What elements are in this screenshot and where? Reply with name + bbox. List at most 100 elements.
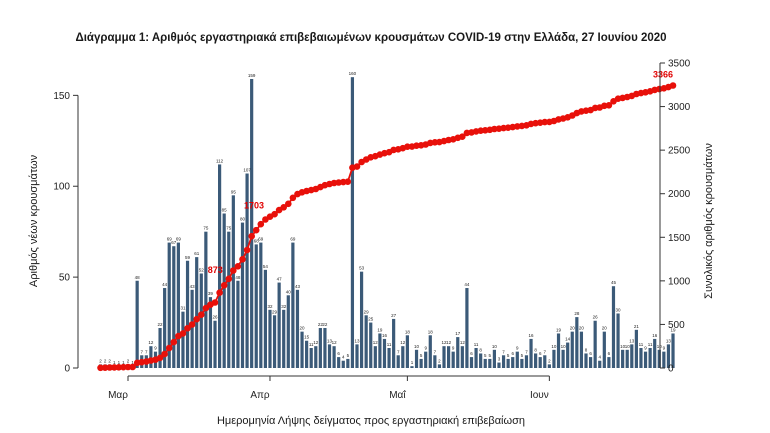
bar xyxy=(442,346,446,368)
bar xyxy=(318,328,322,368)
bar-value-label: 7 xyxy=(544,349,547,354)
bar xyxy=(369,322,373,368)
cumulative-point xyxy=(211,299,219,306)
cumulative-point xyxy=(129,363,136,371)
bar xyxy=(479,353,483,368)
bar-value-label: 9 xyxy=(516,346,519,351)
bar xyxy=(561,349,565,368)
bar xyxy=(437,364,442,368)
bar xyxy=(327,344,332,368)
cumulative-annotation: 1703 xyxy=(244,201,264,211)
bar-value-label: 16 xyxy=(652,333,658,338)
bar xyxy=(208,297,213,368)
bar-value-label: 13 xyxy=(327,338,333,343)
bar xyxy=(378,333,382,368)
x-tick-label: Μαΐ xyxy=(389,389,406,401)
bar-value-label: 53 xyxy=(359,266,365,271)
bar xyxy=(291,242,295,368)
bar xyxy=(575,317,579,368)
bar-value-label: 159 xyxy=(248,73,256,78)
bar-value-label: 11 xyxy=(474,342,479,347)
bar-value-label: 3 xyxy=(498,357,501,362)
bar-value-label: 10 xyxy=(551,344,557,349)
bar xyxy=(392,318,396,368)
bar-value-label: 7 xyxy=(140,349,143,354)
bar xyxy=(497,362,501,368)
cumulative-point xyxy=(252,226,260,234)
bar-value-label: 20 xyxy=(602,326,608,331)
bar xyxy=(373,346,377,368)
bar xyxy=(501,355,506,368)
cumulative-point xyxy=(459,133,466,140)
bar-value-label: 6 xyxy=(470,351,473,356)
cumulative-point xyxy=(243,246,251,254)
bar-value-label: 45 xyxy=(611,280,617,285)
bar xyxy=(185,260,190,368)
bar-value-label: 5 xyxy=(484,353,487,358)
bar-value-label: 11 xyxy=(648,342,653,347)
bar xyxy=(552,349,556,368)
bar xyxy=(268,309,272,368)
bar xyxy=(657,349,661,368)
bar xyxy=(428,335,432,368)
bar xyxy=(419,358,423,368)
cumulative-point xyxy=(280,204,288,211)
bar-value-label: 6 xyxy=(511,351,514,356)
bar xyxy=(181,311,185,368)
cumulative-point xyxy=(161,350,168,358)
cumulative-annotation: 3366 xyxy=(653,69,673,79)
bar-value-label: 69 xyxy=(258,237,264,242)
bar xyxy=(382,338,387,368)
bar xyxy=(607,357,611,368)
bar xyxy=(653,338,657,368)
bar xyxy=(305,340,309,368)
bar-value-label: 11 xyxy=(309,342,314,347)
y-left-tick-label: 100 xyxy=(53,182,70,193)
bar-value-label: 43 xyxy=(190,284,196,289)
bar xyxy=(460,346,464,368)
bar-value-label: 61 xyxy=(194,251,200,256)
cumulative-point xyxy=(234,263,242,270)
bar xyxy=(277,282,281,368)
bar-value-label: 8 xyxy=(479,347,482,352)
bar-value-label: 10 xyxy=(492,344,498,349)
y-right-tick-label: 3500 xyxy=(668,59,691,70)
bar xyxy=(566,342,570,368)
bar xyxy=(534,353,538,368)
bar-value-label: 5 xyxy=(521,353,524,358)
cumulative-point xyxy=(239,255,246,263)
bar-value-label: 19 xyxy=(377,327,383,332)
bar-value-label: 26 xyxy=(593,315,599,320)
bar xyxy=(163,288,167,368)
bar xyxy=(529,338,533,368)
cumulative-point xyxy=(170,338,178,346)
y-left-tick-label: 150 xyxy=(53,91,70,102)
bar-value-label: 29 xyxy=(272,309,278,314)
cumulative-point xyxy=(156,354,164,362)
bar-value-label: 54 xyxy=(263,264,269,269)
bar xyxy=(666,344,671,368)
bar-value-label: 21 xyxy=(634,324,640,329)
bar-value-label: 6 xyxy=(589,351,592,356)
bar-value-label: 5 xyxy=(489,353,492,358)
cumulative-point xyxy=(106,364,113,371)
bar xyxy=(465,288,469,368)
bar-value-label: 107 xyxy=(243,168,251,173)
chart-title: Διάγραμμα 1: Αριθμός εργαστηριακά επιβεβ… xyxy=(75,32,666,44)
bar xyxy=(295,289,300,368)
bar-value-label: 20 xyxy=(579,326,585,331)
bar-value-label: 10 xyxy=(561,344,567,349)
bar-value-label: 75 xyxy=(226,226,232,231)
bar xyxy=(616,313,620,368)
bar xyxy=(598,360,602,368)
bar xyxy=(469,357,474,368)
bar-value-label: 67 xyxy=(171,240,177,245)
bar xyxy=(488,358,492,368)
bar xyxy=(282,309,286,368)
bar-value-label: 39 xyxy=(208,291,214,296)
bar-value-label: 43 xyxy=(295,284,301,289)
bar-value-label: 1 xyxy=(411,360,414,365)
bar-value-label: 9 xyxy=(644,346,647,351)
bar-value-label: 9 xyxy=(424,346,427,351)
bar-value-label: 30 xyxy=(616,307,622,312)
